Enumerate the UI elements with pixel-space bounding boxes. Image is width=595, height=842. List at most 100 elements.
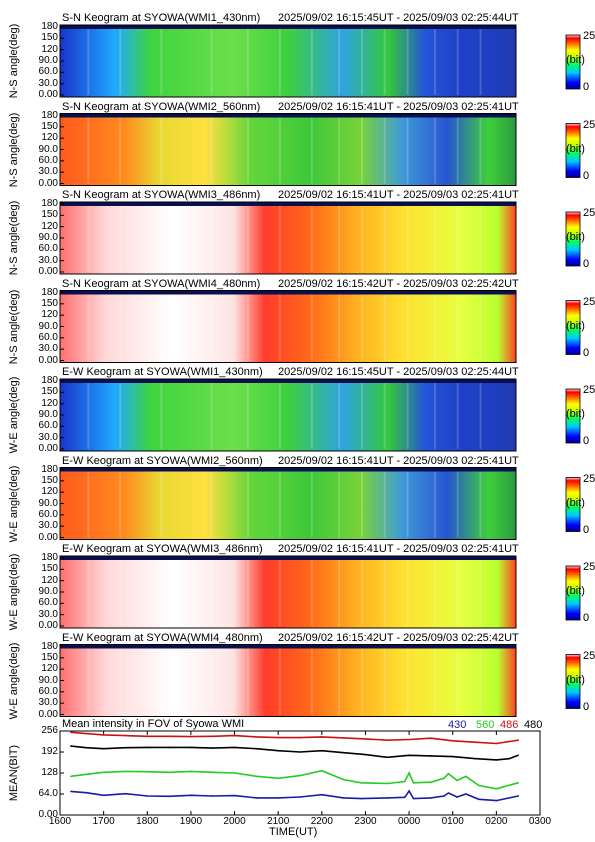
data-point [517,754,519,757]
data-point [70,790,72,793]
data-point [299,774,301,777]
aurora-streak [160,292,163,361]
y-tick-label: 150 [41,651,58,663]
aurora-streak [456,115,459,184]
y-tick-label: 150 [41,474,58,486]
aurora-streak [433,292,436,361]
aurora-streak [456,292,459,361]
y-tick-label: 30.0 [38,343,58,355]
aurora-streak [406,558,409,626]
data-point [146,735,149,738]
aurora-streak [87,292,90,361]
data-point [211,771,214,774]
aurora-streak [433,204,436,272]
data-point [430,755,432,757]
keogram-panel-4 [59,290,581,363]
aurora-streak [210,381,213,449]
mean-intensity-chart [59,730,541,816]
data-point [299,736,301,739]
colorbar-min-label: 0 [583,612,590,624]
data-point [190,746,192,749]
aurora-streak [119,469,122,538]
data-point [408,754,410,757]
keogram-panel-7 [59,555,581,629]
y-tick-label: 128 [41,767,58,778]
x-tick-label: 2100 [267,816,290,827]
data-point [364,738,367,740]
data-point [342,797,345,799]
zenith-band [60,644,516,649]
data-point [277,736,279,739]
colorbar-max-label: 255 [583,207,595,219]
colorbar-max-label: 255 [583,384,595,396]
data-point [342,778,345,781]
aurora-streak [310,115,313,184]
y-tick-label: 90.0 [38,143,58,155]
keogram-panel-1 [59,24,581,98]
data-point [190,735,192,738]
aurora-streak [338,558,341,626]
data-point [386,797,389,799]
aurora-streak [246,469,249,538]
aurora-streak [383,204,386,272]
y-tick-label: 180 [41,21,58,32]
aurora-streak [278,27,281,95]
y-tick-label: 30.0 [38,697,58,709]
aurora-streak [360,381,363,449]
panel-time-range: 2025/09/02 16:15:45UT - 2025/09/03 02:25… [278,366,519,378]
data-point [508,757,511,760]
data-point [70,731,72,734]
data-point [451,755,454,758]
zenith-band [60,202,516,206]
aurora-streak [246,381,249,449]
data-point [146,746,149,749]
data-point [360,782,362,784]
y-tick-label: 180 [41,198,58,209]
aurora-streak [278,115,281,184]
data-point [517,795,519,797]
y-tick-label: 30.0 [38,431,58,443]
data-point [451,740,454,742]
aurora-streak [160,381,163,449]
data-point [233,772,236,774]
keogram-image [60,25,516,97]
aurora-streak [246,115,249,184]
aurora-streak [210,646,213,715]
data-point [255,747,258,750]
aurora-streak [210,27,213,95]
y-axis-label: W-E angle(deg) [8,553,20,631]
panel-title: S-N Keogram at SYOWA(WMI3_486nm) [62,189,261,201]
aurora-streak [210,292,213,361]
data-point [495,787,498,790]
data-point [255,797,258,799]
data-point [146,770,149,773]
x-tick-label: 0200 [485,816,508,827]
panel-title: S-N Keogram at SYOWA(WMI2_560nm) [62,100,261,113]
colorbar [565,565,581,621]
y-tick-label: 60.0 [38,154,58,166]
aurora-streak [338,27,341,95]
data-point [299,796,301,798]
aurora-streak [278,204,281,272]
aurora-streak [246,204,249,272]
data-point [190,770,192,773]
aurora-streak [338,115,341,184]
x-tick-label: 0300 [528,816,552,827]
data-point [146,795,149,797]
aurora-streak [310,27,313,95]
aurora-streak [383,646,386,715]
aurora-streak [310,646,313,715]
colorbar-min-label: 0 [583,523,590,536]
y-tick-label: 120 [41,397,58,409]
y-tick-label: 60.0 [38,420,58,432]
aurora-streak [119,292,122,361]
keogram-image [60,379,516,451]
data-point [277,777,279,780]
data-point [85,746,87,749]
aurora-streak [433,115,436,184]
zenith-band [60,379,516,383]
aurora-streak [210,204,213,272]
data-point [364,753,367,756]
data-point [321,749,323,752]
aurora-streak [456,381,459,449]
